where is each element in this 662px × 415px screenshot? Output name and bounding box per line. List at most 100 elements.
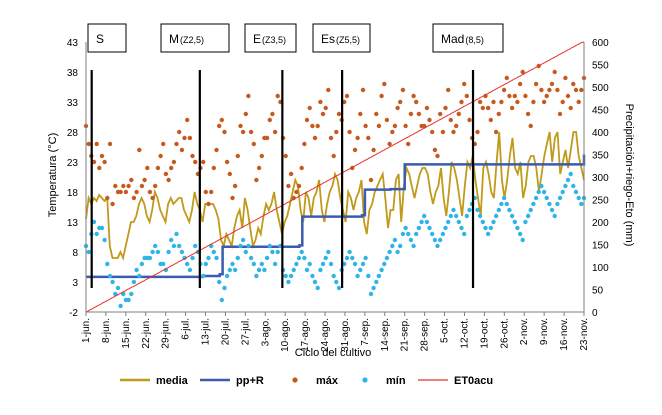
series-m-n-point xyxy=(493,213,499,219)
series-m-x-point xyxy=(406,141,411,147)
series-m-n-point xyxy=(251,261,256,267)
x-tick-label: 1-jun. xyxy=(81,318,92,343)
series-m-x-point xyxy=(264,135,270,141)
series-m-n-point xyxy=(315,285,320,291)
x-tick-label: 9-nov. xyxy=(539,318,550,345)
series-m-x-point xyxy=(134,189,139,195)
series-m-x-point xyxy=(568,105,573,111)
series-m-x-point xyxy=(416,111,422,117)
plot-area xyxy=(83,41,587,313)
x-tick-label: 20-jul. xyxy=(220,318,231,345)
series-m-x-point xyxy=(259,153,264,159)
legend-label: ET0acu xyxy=(454,375,493,387)
series-m-n-point xyxy=(131,279,137,285)
series-m-n-point xyxy=(568,171,573,177)
series-m-x-point xyxy=(517,81,523,87)
series-m-n-point xyxy=(392,237,398,243)
series-m-x-point xyxy=(552,69,557,75)
series-m-n-point xyxy=(438,237,443,243)
series-m-x-point xyxy=(129,177,134,183)
series-m-n-point xyxy=(344,255,350,261)
series-m-n-point xyxy=(448,213,453,219)
series-m-n-point xyxy=(275,249,280,255)
series-m-x-point xyxy=(304,117,310,123)
series-m-n-point xyxy=(387,249,392,255)
series-m-n-point xyxy=(171,243,177,249)
x-tick-label: 3-ago. xyxy=(260,318,271,346)
y-axis-left-label: Temperatura (°C) xyxy=(47,133,59,217)
series-m-x-point xyxy=(392,123,398,129)
series-m-x-point xyxy=(438,111,443,117)
y-tick-right-label: 150 xyxy=(592,241,609,252)
series-m-n-point xyxy=(459,225,464,231)
series-m-n-point xyxy=(302,255,307,261)
series-m-n-point xyxy=(464,213,469,219)
series-m-x-point xyxy=(206,201,211,207)
series-m-x-point xyxy=(358,111,363,117)
series-m-n-point xyxy=(169,237,174,243)
x-tick-label: 15-jun. xyxy=(121,318,132,349)
series-m-x-point xyxy=(331,153,336,159)
series-m-n-point xyxy=(222,285,227,291)
x-tick-label: 28-sep. xyxy=(420,318,431,351)
series-m-n-point xyxy=(573,189,579,195)
y-tick-left-label: 33 xyxy=(67,98,79,109)
series-m-n-point xyxy=(406,231,411,237)
series-m-n-point xyxy=(419,219,424,225)
series-m-x-point xyxy=(533,81,539,87)
stage-label: S xyxy=(96,32,104,46)
series-m-n-point xyxy=(323,255,328,261)
series-m-x-point xyxy=(422,123,427,129)
series-m-n-point xyxy=(272,261,278,267)
series-m-x-point xyxy=(310,123,315,129)
series-m-x-point xyxy=(387,141,392,147)
y-tick-right-label: 250 xyxy=(592,196,609,207)
series-m-x-point xyxy=(571,81,576,87)
series-m-x-point xyxy=(123,189,129,195)
x-tick-label: 23-nov. xyxy=(579,318,590,351)
series-m-x-point xyxy=(145,165,150,171)
y-tick-right-label: 450 xyxy=(592,106,609,117)
series-m-x-point xyxy=(376,123,382,129)
series-m-x-point xyxy=(137,147,142,153)
x-tick-label: 2-nov. xyxy=(519,318,530,345)
series-m-n-point xyxy=(398,243,403,249)
series-m-n-point xyxy=(126,297,131,303)
series-m-x-point xyxy=(142,177,147,183)
stage-label-box xyxy=(432,23,504,53)
series-m-x-point xyxy=(275,93,280,99)
series-m-n-point xyxy=(477,213,483,219)
series-m-x-point xyxy=(547,87,552,93)
series-m-x-point xyxy=(320,111,326,117)
series-m-x-point xyxy=(214,147,219,153)
series-m-n-point xyxy=(488,225,493,231)
series-m-n-point xyxy=(523,219,528,225)
series-m-n-point xyxy=(552,213,557,219)
series-m-x-point xyxy=(209,189,214,195)
series-m-x-point xyxy=(504,75,509,81)
series-m-n-point xyxy=(571,183,576,189)
series-m-n-point xyxy=(310,273,315,279)
series-m-x-point xyxy=(185,117,190,123)
stage-label-box xyxy=(312,23,371,53)
series-m-x-point xyxy=(454,123,459,129)
series-m-n-point xyxy=(288,273,294,279)
series-m-n-point xyxy=(155,249,161,255)
series-m-x-point xyxy=(371,147,376,153)
series-m-x-point xyxy=(139,183,145,189)
series-m-x-point xyxy=(86,141,91,147)
series-m-n-point xyxy=(107,273,113,279)
legend: media pp+R máx mín ET0acu xyxy=(120,375,493,387)
series-m-x-point xyxy=(294,189,299,195)
series-m-n-point xyxy=(432,237,438,243)
series-m-x-point xyxy=(456,111,461,117)
x-tick-label: 16-nov. xyxy=(559,318,570,351)
series-m-n-point xyxy=(536,189,541,195)
series-m-x-point xyxy=(435,153,440,159)
series-m-x-point xyxy=(446,87,451,93)
x-tick-label: 6-jul. xyxy=(181,318,192,340)
series-m-n-point xyxy=(350,255,355,261)
series-m-x-point xyxy=(158,153,163,159)
series-m-x-point xyxy=(382,81,387,87)
series-m-x-point xyxy=(328,135,334,141)
